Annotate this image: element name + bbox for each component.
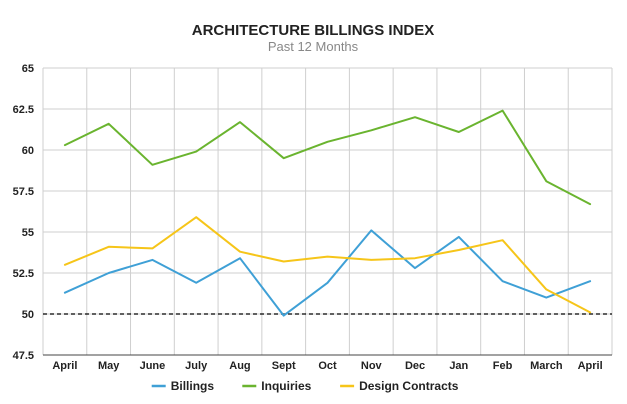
- grid: [42, 67, 613, 356]
- y-tick-label: 52.5: [13, 268, 34, 280]
- series-line-billings: [63, 229, 592, 317]
- legend-label-billings: Billings: [171, 379, 215, 393]
- legend-label-design-contracts: Design Contracts: [359, 379, 459, 393]
- chart-subtitle: Past 12 Months: [268, 39, 359, 54]
- y-tick-label: 65: [22, 63, 34, 75]
- x-tick-label: Oct: [318, 360, 337, 372]
- series-line-inquiries: [63, 109, 592, 206]
- x-tick-label: Jan: [449, 360, 468, 372]
- x-tick-label: April: [52, 360, 77, 372]
- legend-label-inquiries: Inquiries: [261, 379, 311, 393]
- y-tick-label: 50: [22, 309, 34, 321]
- y-tick-label: 55: [22, 227, 34, 239]
- x-tick-label: June: [140, 360, 166, 372]
- x-tick-label: Aug: [229, 360, 250, 372]
- x-tick-label: March: [530, 360, 563, 372]
- x-tick-label: Sept: [272, 360, 296, 372]
- y-tick-label: 62.5: [13, 104, 34, 116]
- axes: 47.5 50 52.5 55 57.5 60 62.5 65 April May June July…: [13, 63, 612, 372]
- chart-title: ARCHITECTURE BILLINGS INDEX: [192, 22, 435, 39]
- x-tick-label: Dec: [405, 360, 425, 372]
- y-tick-label: 47.5: [13, 350, 34, 362]
- x-tick-label: Feb: [493, 360, 513, 372]
- x-tick-label: July: [185, 360, 208, 372]
- series-line-design-contracts: [63, 216, 592, 314]
- x-tick-label: May: [98, 360, 120, 372]
- legend: Billings Inquiries Design Contracts: [151, 379, 459, 393]
- x-tick-label: Nov: [361, 360, 383, 372]
- series: [63, 109, 592, 317]
- x-tick-label: April: [578, 360, 603, 372]
- y-tick-label: 60: [22, 145, 34, 157]
- y-tick-label: 57.5: [13, 186, 34, 198]
